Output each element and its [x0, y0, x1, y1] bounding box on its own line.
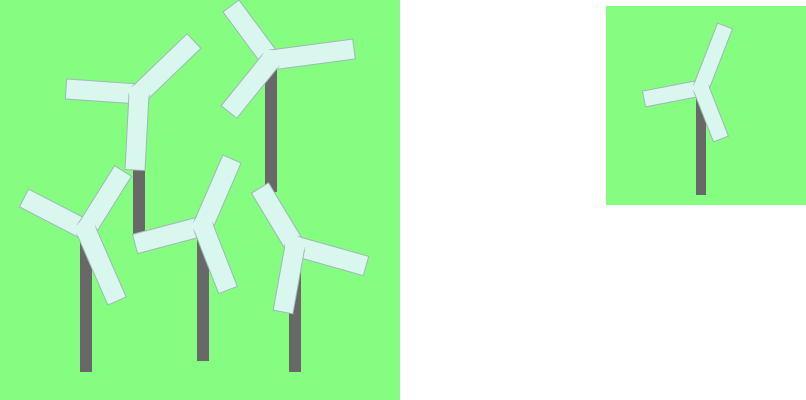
turbine-tower [265, 60, 277, 192]
turbine-4 [131, 154, 242, 361]
turbine-5 [250, 182, 370, 372]
turbine-hub [193, 216, 213, 236]
turbine-2 [220, 0, 356, 192]
turbine-hub [693, 80, 709, 96]
turbine-1 [64, 33, 202, 236]
turbine-tower [80, 230, 92, 372]
turbine-hub [285, 236, 305, 256]
turbine-hub [129, 84, 149, 104]
turbine-hub [76, 220, 96, 240]
turbine-6 [641, 22, 734, 195]
turbine-blade [124, 92, 150, 172]
turbine-tower [696, 88, 706, 195]
turbine-hub [261, 50, 281, 70]
turbine-3 [18, 164, 133, 372]
